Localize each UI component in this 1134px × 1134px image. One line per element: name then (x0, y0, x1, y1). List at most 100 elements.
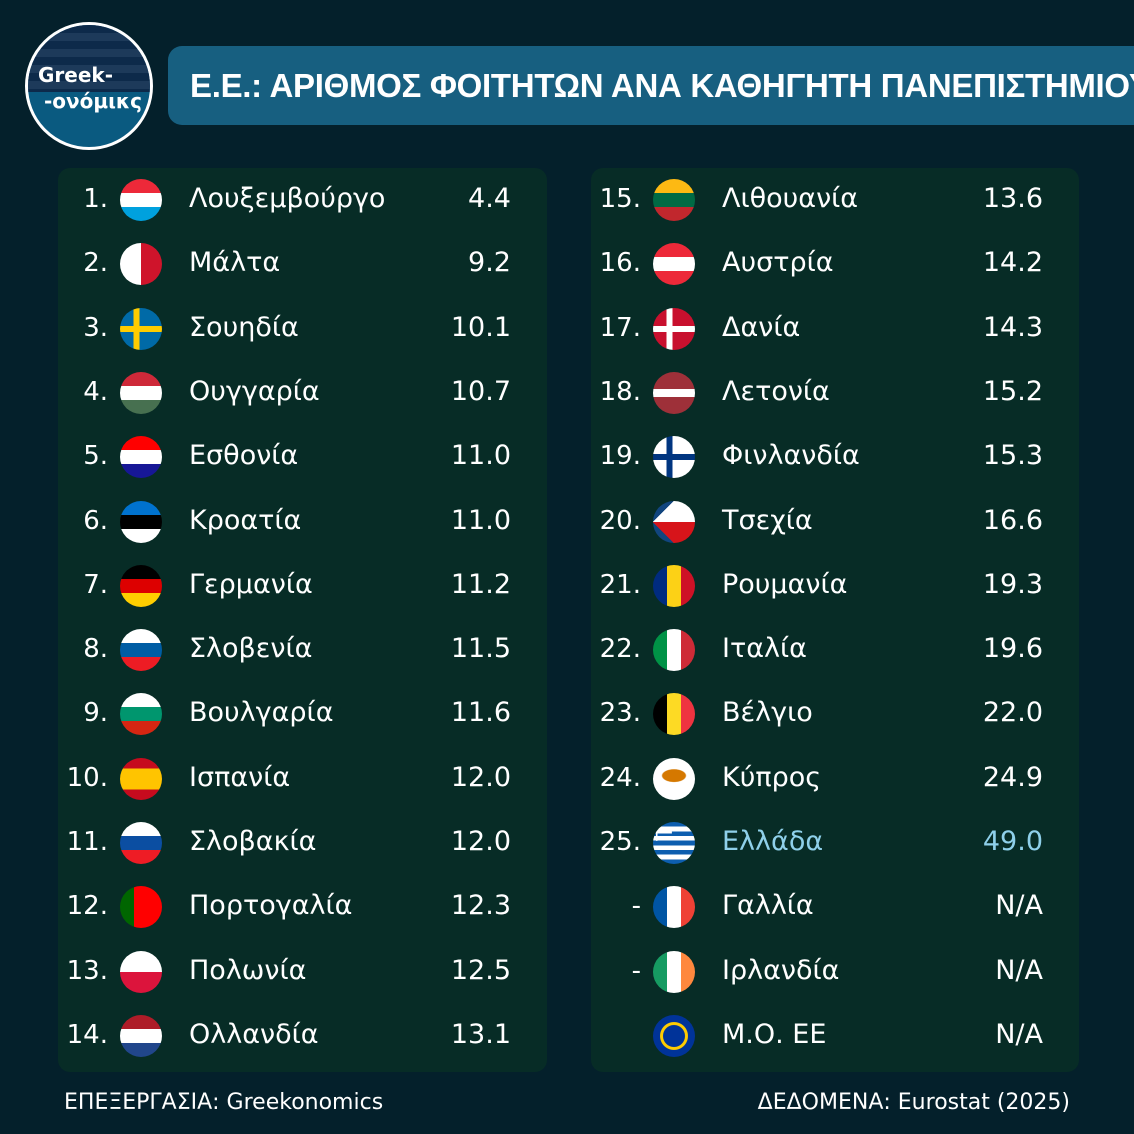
country-row: 7. Γερμανία 11.2 (58, 554, 547, 618)
flag-icon (653, 629, 695, 672)
country-name: Ιρλανδία (722, 954, 840, 986)
country-name: Σουηδία (189, 311, 299, 343)
students-per-professor: 11.5 (450, 633, 511, 665)
flag-icon (653, 950, 695, 993)
country-row: 10. Ισπανία 12.0 (58, 747, 547, 811)
flag-icon (120, 307, 162, 350)
students-per-professor: 11.6 (450, 697, 511, 729)
rank: 5. (83, 441, 108, 472)
students-per-professor: 4.4 (468, 183, 511, 214)
rank: 19. (599, 441, 641, 472)
rank: 6. (83, 505, 108, 536)
country-row: 21. Ρουμανία 19.3 (591, 554, 1079, 618)
country-row: 2. Μάλτα 9.2 (58, 232, 547, 296)
students-per-professor: 16.6 (982, 504, 1043, 536)
rank: 3. (83, 312, 108, 343)
students-per-professor: 11.0 (450, 440, 511, 472)
flag-icon (120, 564, 162, 607)
students-per-professor: 24.9 (982, 761, 1043, 793)
rank: 4. (83, 376, 108, 407)
flag-icon (653, 243, 695, 286)
flag-icon (653, 500, 695, 543)
country-row: 16. Αυστρία 14.2 (591, 232, 1079, 296)
country-name: Μ.Ο. ΕΕ (722, 1018, 827, 1050)
country-row: Μ.Ο. ΕΕ N/A (591, 1004, 1079, 1068)
rank: 10. (66, 762, 108, 793)
rank: 13. (66, 955, 108, 986)
logo-line2: -ονόμικς (44, 89, 142, 113)
country-name: Γαλλία (722, 890, 814, 922)
students-per-professor: 13.1 (450, 1018, 511, 1050)
country-row: 6. Κροατία 11.0 (58, 490, 547, 554)
footer-source: ΔΕΔΟΜΕΝΑ: Eurostat (2025) (757, 1090, 1070, 1115)
students-per-professor: 11.0 (450, 504, 511, 536)
students-per-professor: 12.0 (450, 826, 511, 857)
students-per-professor: 9.2 (468, 247, 511, 279)
country-name: Σλοβενία (189, 633, 313, 665)
country-row: 25. Ελλάδα 49.0 (591, 811, 1079, 875)
country-name: Λιθουανία (722, 183, 859, 214)
country-name: Λετονία (722, 375, 830, 407)
country-name: Αυστρία (722, 247, 834, 279)
country-name: Βέλγιο (722, 697, 813, 729)
rank: 16. (599, 248, 641, 279)
students-per-professor: N/A (995, 1018, 1043, 1050)
flag-icon (120, 886, 162, 929)
country-name: Σλοβακία (189, 826, 317, 857)
flag-icon (120, 1014, 162, 1057)
flag-icon (653, 179, 695, 221)
country-name: Εσθονία (189, 440, 299, 472)
flag-icon (120, 950, 162, 993)
country-row: 22. Ιταλία 19.6 (591, 618, 1079, 682)
students-per-professor: 14.2 (982, 247, 1043, 279)
students-per-professor: N/A (995, 890, 1043, 922)
country-name: Μάλτα (189, 247, 281, 279)
students-per-professor: 19.6 (982, 633, 1043, 665)
country-row: 15. Λιθουανία 13.6 (591, 168, 1079, 232)
rank: 7. (83, 569, 108, 600)
flag-icon (653, 693, 695, 736)
ranking-panel-left: 1. Λουξεμβούργο 4.4 2. Μάλτα 9.2 3. Σουηδί… (58, 168, 547, 1072)
country-row: 24. Κύπρος 24.9 (591, 747, 1079, 811)
flag-icon (653, 307, 695, 350)
rank: 20. (599, 505, 641, 536)
flag-icon (653, 1014, 695, 1057)
students-per-professor: 10.1 (450, 311, 511, 343)
footer-credit: ΕΠΕΞΕΡΓΑΣΙΑ: Greekonomics (64, 1090, 384, 1115)
rank: 23. (599, 698, 641, 729)
greekonomics-logo: Greek- -ονόμικς (25, 22, 153, 150)
country-row: 9. Βουλγαρία 11.6 (58, 682, 547, 746)
country-row: 8. Σλοβενία 11.5 (58, 618, 547, 682)
country-name: Γερμανία (189, 568, 313, 600)
flag-icon (120, 179, 162, 221)
rank: - (631, 955, 641, 986)
country-name: Ρουμανία (722, 568, 848, 600)
flag-icon (653, 371, 695, 414)
flag-icon (120, 500, 162, 543)
country-row: 5. Εσθονία 11.0 (58, 425, 547, 489)
country-row: 11. Σλοβακία 12.0 (58, 811, 547, 875)
country-row: 18. Λετονία 15.2 (591, 361, 1079, 425)
country-row: 4. Ουγγαρία 10.7 (58, 361, 547, 425)
country-name: Πολωνία (189, 954, 307, 986)
flag-icon (120, 822, 162, 864)
rank: - (631, 891, 641, 922)
students-per-professor: 19.3 (982, 568, 1043, 600)
flag-icon (653, 822, 695, 864)
country-name: Πορτογαλία (189, 890, 353, 922)
country-row: - Γαλλία N/A (591, 875, 1079, 939)
country-row: 3. Σουηδία 10.1 (58, 297, 547, 361)
country-row: 20. Τσεχία 16.6 (591, 490, 1079, 554)
country-row: 13. Πολωνία 12.5 (58, 940, 547, 1004)
rank: 25. (599, 827, 641, 857)
country-row: 1. Λουξεμβούργο 4.4 (58, 168, 547, 232)
country-name: Κροατία (189, 504, 302, 536)
flag-icon (120, 243, 162, 286)
flag-icon (653, 564, 695, 607)
rank: 9. (83, 698, 108, 729)
country-row: - Ιρλανδία N/A (591, 940, 1079, 1004)
country-name: Ολλανδία (189, 1018, 319, 1050)
country-name: Βουλγαρία (189, 697, 334, 729)
students-per-professor: 14.3 (982, 311, 1043, 343)
page-title: Ε.Ε.: ΑΡΙΘΜΟΣ ΦΟΙΤΗΤΩΝ ΑΝΑ ΚΑΘΗΓΗΤΗ ΠΑΝΕ… (190, 67, 1134, 104)
